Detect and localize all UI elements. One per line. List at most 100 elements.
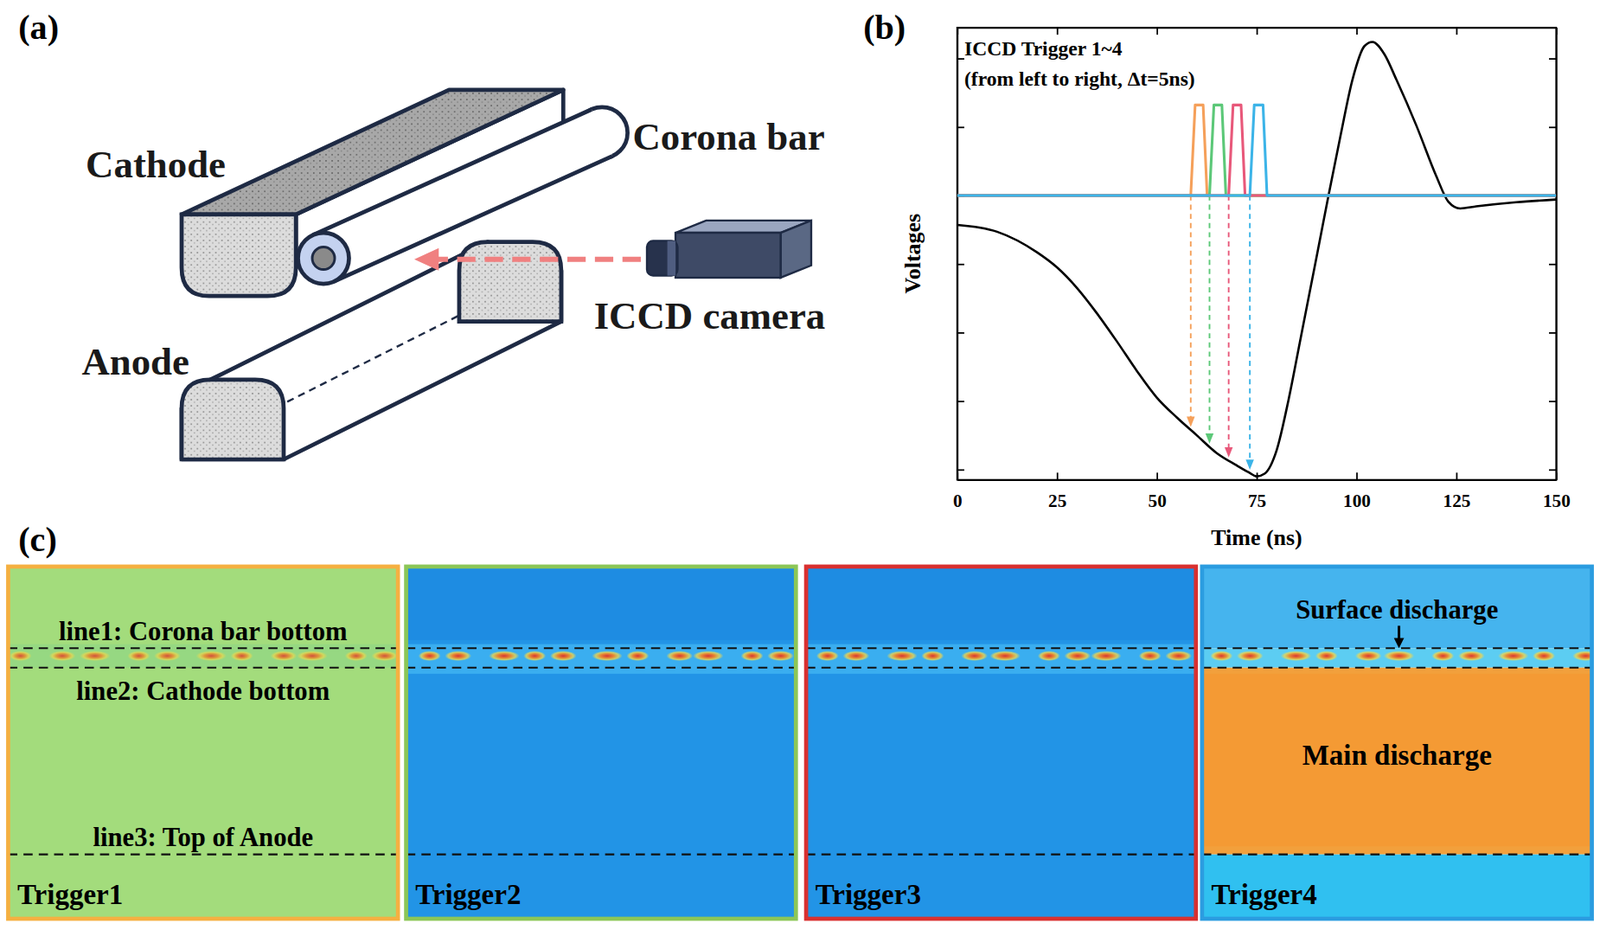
- y-tick-mark: [957, 400, 965, 403]
- panel-letter: (a): [18, 7, 59, 47]
- corona-bar-front: [298, 232, 350, 284]
- filament-spot: [1315, 650, 1338, 661]
- reference-line: [1202, 853, 1593, 856]
- filament-spot: [9, 650, 32, 661]
- filament-spot: [1236, 650, 1264, 661]
- x-tick-label: 75: [1248, 490, 1267, 512]
- plot-frame: [957, 27, 1557, 480]
- image-band: [806, 644, 1197, 674]
- trigger-guide: [1190, 195, 1192, 419]
- voltage-waveform: [957, 41, 1557, 476]
- panel-a: CathodeCorona barAnodeICCD camera: [81, 89, 826, 460]
- y-tick-mark: [1548, 126, 1556, 128]
- filament-spot: [665, 650, 693, 661]
- line-label: line3: Top of Anode: [92, 822, 314, 852]
- y-tick-mark: [1548, 57, 1556, 60]
- trigger-guide-arrow: [1245, 459, 1254, 470]
- anode-body: [181, 242, 562, 460]
- filament-spot: [296, 650, 327, 661]
- x-tick-label: 150: [1542, 490, 1571, 512]
- trigger-guide-arrow: [1224, 447, 1233, 458]
- discharge-label: Surface discharge: [1295, 595, 1498, 625]
- panel-b: 0255075100125150ICCD Trigger 1~4(from le…: [900, 27, 1571, 551]
- y-axis-title: Voltages: [900, 213, 926, 295]
- image-label: Trigger3: [815, 878, 922, 910]
- anode-front: [181, 379, 284, 460]
- filament-spot: [1431, 650, 1454, 661]
- filament-spot: [1383, 650, 1415, 661]
- image-label: Trigger1: [17, 878, 123, 910]
- filament-spot: [1572, 650, 1592, 661]
- x-tick-mark: [1156, 472, 1159, 480]
- y-axis-line: [956, 27, 959, 480]
- camera-front: [675, 232, 781, 278]
- y-tick-mark: [957, 468, 965, 471]
- y-tick: [957, 332, 965, 333]
- trigger-guide-arrow: [1205, 433, 1214, 444]
- x-axis: [957, 27, 1557, 35]
- filament-spot: [843, 650, 871, 661]
- y-tick-mark: [1548, 400, 1556, 403]
- image-label: Trigger4: [1210, 878, 1317, 910]
- cathode-front: [181, 214, 296, 296]
- discharge-label: Main discharge: [1302, 739, 1492, 771]
- y-tick: [957, 263, 965, 265]
- y-tick: [1548, 401, 1556, 403]
- filament-spot: [444, 650, 472, 661]
- image-frame: [1202, 566, 1593, 919]
- reference-line: [1202, 666, 1593, 669]
- x-tick-label: 100: [1343, 490, 1371, 512]
- trigger-guide-arrow: [1186, 416, 1195, 428]
- reference-line: [7, 853, 398, 856]
- filament-spot: [692, 650, 724, 661]
- image-background: [806, 566, 1197, 640]
- image-background: [1202, 854, 1593, 919]
- y-axis-line: [1555, 27, 1558, 480]
- x-tick-label: 25: [1048, 490, 1067, 512]
- x-tick: [1356, 27, 1357, 35]
- filament-spot: [196, 650, 227, 661]
- filament-spot: [1355, 650, 1383, 661]
- filament-spot: [989, 650, 1020, 661]
- filament-spot: [1139, 650, 1162, 661]
- image-band: [406, 644, 797, 674]
- filament-spot: [523, 650, 546, 661]
- reference-line: [406, 853, 797, 856]
- x-tick-label: 125: [1443, 490, 1472, 512]
- x-tick: 75: [1248, 472, 1267, 512]
- discharge-arrow: [1397, 625, 1401, 640]
- trigger-guide: [1209, 195, 1211, 436]
- filament-spot: [886, 650, 917, 661]
- x-tick-label: 0: [953, 490, 963, 512]
- y-tick: [1548, 58, 1556, 60]
- filament-spot: [1497, 650, 1529, 661]
- corona-bar-core: [312, 247, 335, 270]
- figure: (a)(b)(c)CathodeCorona barAnodeICCD came…: [0, 0, 1600, 930]
- diagram-label: Cathode: [85, 142, 226, 186]
- filament-spot: [741, 650, 764, 661]
- y-tick-mark: [1548, 263, 1556, 266]
- x-tick-mark: [1256, 27, 1259, 35]
- y-tick: [1548, 332, 1556, 333]
- main-discharge-region: [1202, 667, 1593, 855]
- filament-spot: [127, 650, 150, 661]
- trigger-pulse: [957, 104, 1557, 196]
- x-tick-mark: [1056, 472, 1059, 480]
- diagram-label: Corona bar: [633, 115, 826, 159]
- x-tick: [1157, 27, 1159, 35]
- y-axis: [957, 27, 965, 480]
- filament-spot: [1064, 650, 1092, 661]
- filament-spot: [79, 650, 110, 661]
- plot-marks: [957, 41, 1557, 476]
- panel-letter: (b): [863, 7, 906, 47]
- y-tick: [957, 127, 965, 128]
- y-tick: [1548, 263, 1556, 265]
- y-tick-mark: [1548, 332, 1556, 334]
- filament-spot: [1280, 650, 1312, 661]
- corona-bar-edge: [313, 108, 592, 235]
- camera-lens-ring: [667, 240, 676, 276]
- filament-spot: [1458, 650, 1485, 661]
- y-tick: [957, 401, 965, 403]
- diagram-label: Anode: [81, 339, 190, 384]
- panel-letter: (c): [18, 519, 58, 559]
